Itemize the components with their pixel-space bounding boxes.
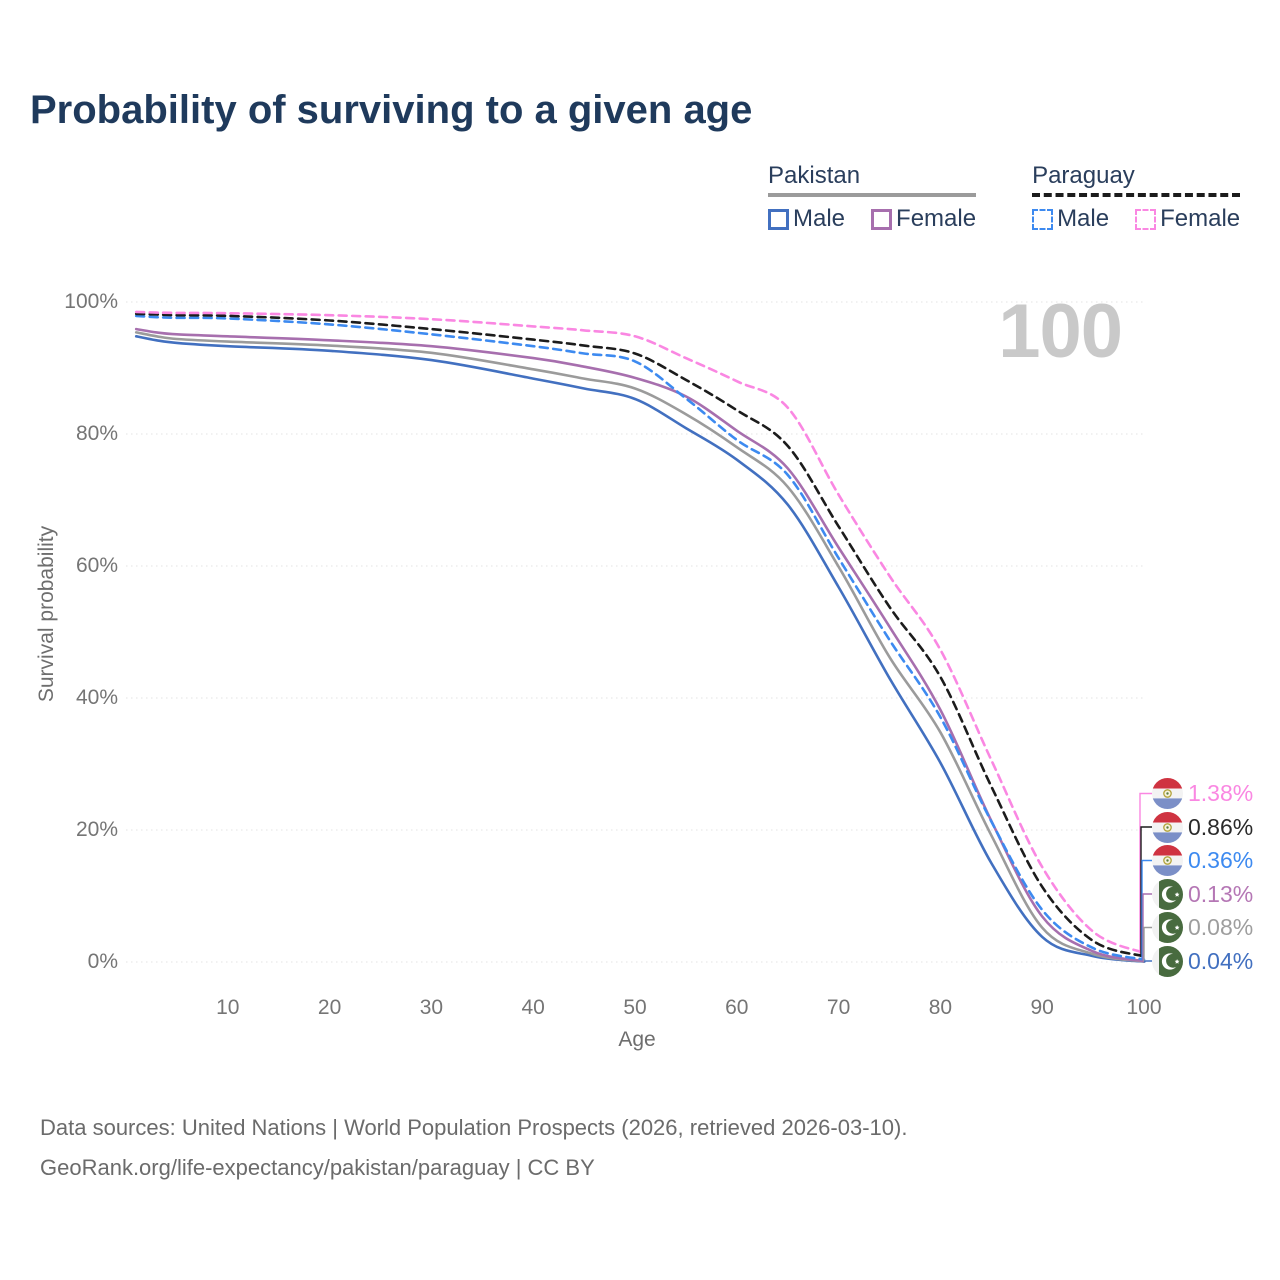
end-label-pakistan-male: 0.04% <box>1152 945 1253 977</box>
legend-country-label-paraguay: Paraguay <box>1032 162 1135 189</box>
x-tick-label: 50 <box>623 996 647 1019</box>
legend-item-paraguay-male[interactable]: Male <box>1032 205 1109 233</box>
y-tick-label: 80% <box>75 422 118 445</box>
line-pakistan-male[interactable] <box>134 335 1146 963</box>
pakistan-female-swatch-icon <box>871 208 893 230</box>
line-paraguay-female[interactable] <box>134 310 1146 955</box>
y-axis-title: Survival probability <box>35 525 58 703</box>
survival-value-label: 0.08% <box>1188 914 1254 940</box>
legend-item-label: Female <box>896 205 977 232</box>
attribution-link: GeoRank.org/life-expectancy/pakistan/par… <box>40 1155 595 1181</box>
paraguay-line-style-swatch <box>1032 193 1241 197</box>
paraguay-flag-icon <box>1152 778 1183 809</box>
legend-group-paraguay: Paraguay Male Female <box>1032 162 1241 233</box>
legend-item-pakistan-female[interactable]: Female <box>871 205 976 233</box>
survival-value-label: 0.04% <box>1188 947 1254 974</box>
pakistan-flag-icon <box>1152 945 1183 977</box>
line-paraguay-male[interactable] <box>134 314 1146 961</box>
x-tick-label: 10 <box>216 996 240 1019</box>
leader-line <box>1144 960 1152 963</box>
legend-item-pakistan-male[interactable]: Male <box>768 205 845 233</box>
x-tick-label: 80 <box>928 996 953 1019</box>
end-label-pakistan-both: 0.08% <box>1152 912 1253 944</box>
paraguay-flag-icon <box>1152 811 1183 843</box>
paraguay-flag-icon <box>1152 845 1183 876</box>
legend-item-label: Male <box>793 205 846 232</box>
paraguay-male-swatch-icon <box>1032 208 1054 230</box>
paraguay-female-swatch-icon <box>1135 208 1157 230</box>
survival-value-label: 1.38% <box>1188 780 1254 806</box>
data-sources-text: Data sources: United Nations | World Pop… <box>40 1115 908 1140</box>
legend-group-pakistan: Pakistan Male Female <box>768 162 977 233</box>
x-tick-label: 40 <box>521 996 545 1019</box>
legend-item-label: Female <box>1160 205 1241 232</box>
end-label-paraguay-male: 0.36% <box>1152 845 1253 877</box>
leader-line <box>1143 926 1152 962</box>
x-tick-label: 70 <box>826 996 851 1019</box>
pakistan-flag-icon <box>1152 912 1183 943</box>
x-axis-title: Age <box>618 1028 656 1051</box>
survival-value-label: 0.86% <box>1188 813 1254 840</box>
y-tick-label: 0% <box>87 950 118 973</box>
survival-value-label: 0.36% <box>1188 847 1254 873</box>
line-paraguay-both[interactable] <box>134 312 1146 958</box>
legend: Pakistan Male Female Paraguay Male <box>768 162 1241 233</box>
y-tick-label: 60% <box>75 554 118 577</box>
page-title: Probability of surviving to a given age <box>30 88 753 132</box>
y-tick-label: 40% <box>75 686 118 709</box>
end-label-paraguay-both: 0.86% <box>1152 811 1253 843</box>
hover-age-readout: 100 <box>998 289 1123 374</box>
pakistan-flag-icon <box>1152 878 1183 910</box>
pakistan-line-style-swatch <box>768 193 977 197</box>
pakistan-male-swatch-icon <box>768 208 789 230</box>
x-tick-label: 30 <box>419 996 444 1019</box>
end-label-pakistan-female: 0.13% <box>1152 878 1253 910</box>
x-tick-label: 60 <box>725 996 749 1019</box>
y-tick-label: 100% <box>64 290 118 313</box>
y-tick-label: 20% <box>75 818 118 841</box>
footer: Data sources: United Nations | World Pop… <box>40 1108 907 1188</box>
x-tick-label: 100 <box>1126 996 1162 1019</box>
line-pakistan-both[interactable] <box>134 331 1146 963</box>
legend-item-label: Male <box>1057 205 1110 232</box>
x-tick-label: 20 <box>317 996 342 1019</box>
x-tick-label: 90 <box>1030 996 1054 1019</box>
legend-country-label-pakistan: Pakistan <box>768 162 861 189</box>
legend-item-paraguay-female[interactable]: Female <box>1135 205 1240 233</box>
end-label-paraguay-female: 1.38% <box>1152 778 1253 810</box>
survival-value-label: 0.13% <box>1188 880 1254 907</box>
